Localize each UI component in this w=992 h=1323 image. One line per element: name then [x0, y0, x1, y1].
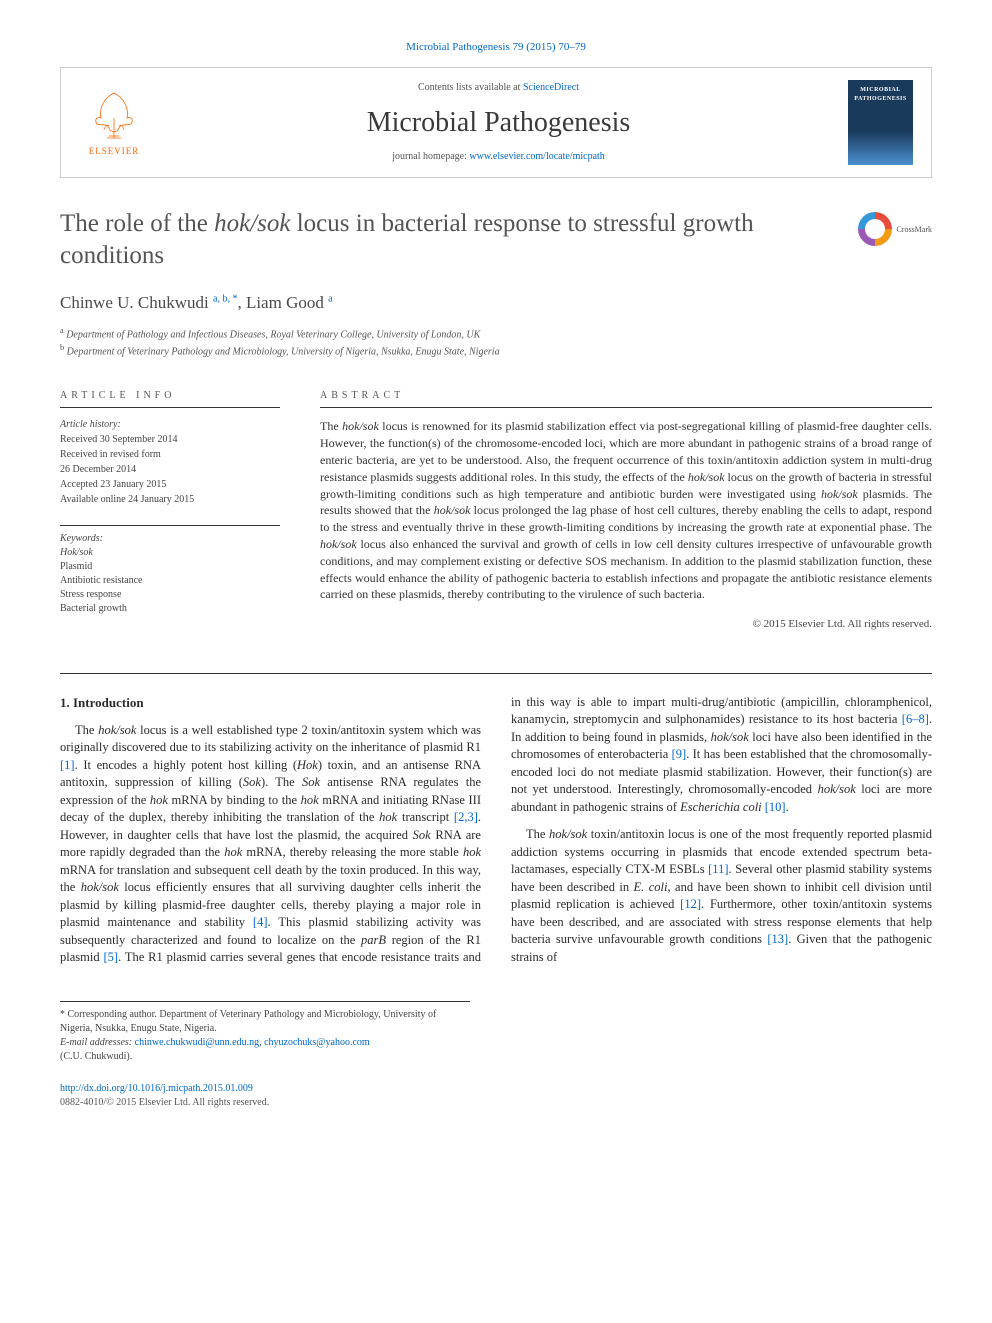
- journal-homepage-link[interactable]: www.elsevier.com/locate/micpath: [469, 151, 604, 162]
- citation-link[interactable]: [6–8]: [902, 712, 929, 726]
- article-title: The role of the hok/sok locus in bacteri…: [60, 208, 932, 271]
- accepted-date: Accepted 23 January 2015: [60, 478, 280, 492]
- keyword: Bacterial growth: [60, 602, 280, 616]
- body-columns: 1. Introduction The hok/sok locus is a w…: [60, 694, 932, 972]
- intro-heading: 1. Introduction: [60, 694, 481, 712]
- citation-link[interactable]: [2,3]: [454, 810, 478, 824]
- keyword: Hok/sok: [60, 546, 280, 560]
- journal-home-line: journal homepage: www.elsevier.com/locat…: [167, 150, 830, 164]
- elsevier-tree-icon: [89, 88, 139, 143]
- header-center: Contents lists available at ScienceDirec…: [167, 81, 830, 164]
- citation-link[interactable]: [10]: [765, 800, 786, 814]
- affiliation-b: Department of Veterinary Pathology and M…: [67, 346, 500, 357]
- doi-link[interactable]: http://dx.doi.org/10.1016/j.micpath.2015…: [60, 1083, 253, 1094]
- citation-link[interactable]: [4]: [253, 915, 268, 929]
- homepage-prefix: journal homepage:: [392, 151, 469, 162]
- issn-line: 0882-4010/© 2015 Elsevier Ltd. All right…: [60, 1097, 269, 1108]
- abstract-label: abstract: [320, 389, 932, 408]
- author-aff-sup[interactable]: a: [328, 293, 332, 304]
- crossmark-label: CrossMark: [896, 224, 932, 235]
- email-link[interactable]: chinwe.chukwudi@unn.edu.ng: [135, 1037, 259, 1048]
- sciencedirect-link[interactable]: ScienceDirect: [523, 82, 579, 93]
- header-box: ELSEVIER Contents lists available at Sci…: [60, 67, 932, 178]
- article-info-column: article info Article history: Received 3…: [60, 389, 280, 632]
- journal-cover-thumbnail[interactable]: MICROBIAL PATHOGENESIS: [848, 80, 913, 165]
- body-paragraph: The hok/sok toxin/antitoxin locus is one…: [511, 826, 932, 966]
- affiliation-a: Department of Pathology and Infectious D…: [66, 329, 480, 340]
- citation-link[interactable]: [5]: [103, 950, 118, 964]
- email-author: (C.U. Chukwudi).: [60, 1050, 470, 1064]
- corresponding-author: * Corresponding author. Department of Ve…: [60, 1008, 470, 1036]
- citation-link[interactable]: [12]: [680, 897, 701, 911]
- cover-title: MICROBIAL PATHOGENESIS: [848, 86, 913, 103]
- crossmark-badge[interactable]: CrossMark: [858, 212, 932, 246]
- elsevier-logo[interactable]: ELSEVIER: [79, 83, 149, 163]
- history-label: Article history:: [60, 418, 280, 432]
- copyright: © 2015 Elsevier Ltd. All rights reserved…: [320, 617, 932, 632]
- keywords-label: Keywords:: [60, 525, 280, 546]
- journal-reference[interactable]: Microbial Pathogenesis 79 (2015) 70–79: [60, 40, 932, 55]
- citation-link[interactable]: [11]: [708, 862, 728, 876]
- keyword: Plasmid: [60, 560, 280, 574]
- crossmark-icon: [858, 212, 892, 246]
- received-date: Received 30 September 2014: [60, 433, 280, 447]
- abstract-text: The hok/sok locus is renowned for its pl…: [320, 418, 932, 603]
- citation-link[interactable]: [1]: [60, 758, 75, 772]
- keyword: Stress response: [60, 588, 280, 602]
- elsevier-label: ELSEVIER: [89, 145, 140, 158]
- title-italic: hok/sok: [214, 210, 290, 237]
- email-line: E-mail addresses: chinwe.chukwudi@unn.ed…: [60, 1036, 470, 1050]
- journal-name: Microbial Pathogenesis: [167, 103, 830, 142]
- footer: http://dx.doi.org/10.1016/j.micpath.2015…: [60, 1082, 932, 1110]
- revised-line2: 26 December 2014: [60, 463, 280, 477]
- contents-prefix: Contents lists available at: [418, 82, 523, 93]
- keyword: Antibiotic resistance: [60, 574, 280, 588]
- online-date: Available online 24 January 2015: [60, 493, 280, 507]
- authors: Chinwe U. Chukwudi a, b, *, Liam Good a: [60, 291, 932, 315]
- contents-line: Contents lists available at ScienceDirec…: [167, 81, 830, 95]
- title-pre: The role of the: [60, 210, 214, 237]
- email-label: E-mail addresses:: [60, 1037, 132, 1048]
- revised-line1: Received in revised form: [60, 448, 280, 462]
- abstract-column: abstract The hok/sok locus is renowned f…: [320, 389, 932, 632]
- email-link[interactable]: chyuzochuks@yahoo.com: [264, 1037, 370, 1048]
- author-aff-sup[interactable]: a, b, *: [213, 293, 237, 304]
- affiliations: a Department of Pathology and Infectious…: [60, 325, 932, 360]
- article-info-label: article info: [60, 389, 280, 408]
- footnotes: * Corresponding author. Department of Ve…: [60, 1001, 470, 1064]
- citation-link[interactable]: [9]: [672, 747, 687, 761]
- divider: [60, 673, 932, 674]
- citation-link[interactable]: [13]: [767, 932, 788, 946]
